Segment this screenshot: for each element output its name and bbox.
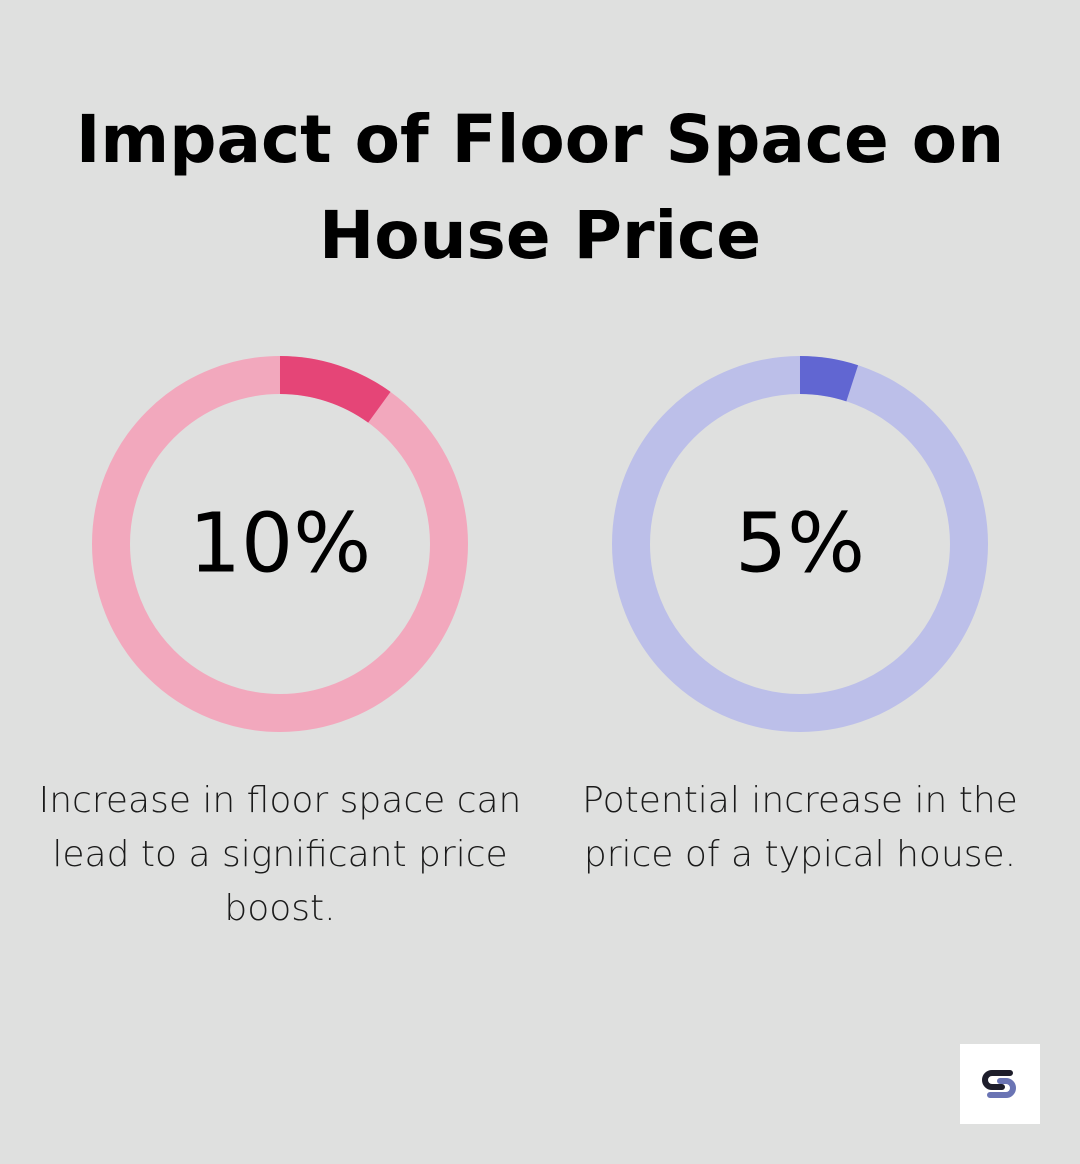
page-title: Impact of Floor Space on House Price bbox=[75, 101, 1005, 274]
donut-value-label: 10% bbox=[189, 497, 371, 592]
donut-value-label: 5% bbox=[735, 497, 865, 592]
donut-value-arc bbox=[279, 356, 391, 423]
stat-description: Potential increase in the price of a typ… bbox=[582, 780, 1018, 875]
donut-chart: 10% bbox=[92, 356, 468, 732]
stat-card-house-price: 5% Potential increase in the price of a … bbox=[540, 354, 1060, 882]
donut-value-arc bbox=[799, 356, 859, 402]
stat-card-floor-space: 10% Increase in floor space can lead to … bbox=[20, 354, 540, 936]
brand-logo bbox=[960, 1044, 1040, 1124]
donut-chart: 5% bbox=[612, 356, 988, 732]
stat-description: Increase in floor space can lead to a si… bbox=[38, 780, 522, 929]
brand-logo-icon bbox=[982, 1070, 1016, 1098]
